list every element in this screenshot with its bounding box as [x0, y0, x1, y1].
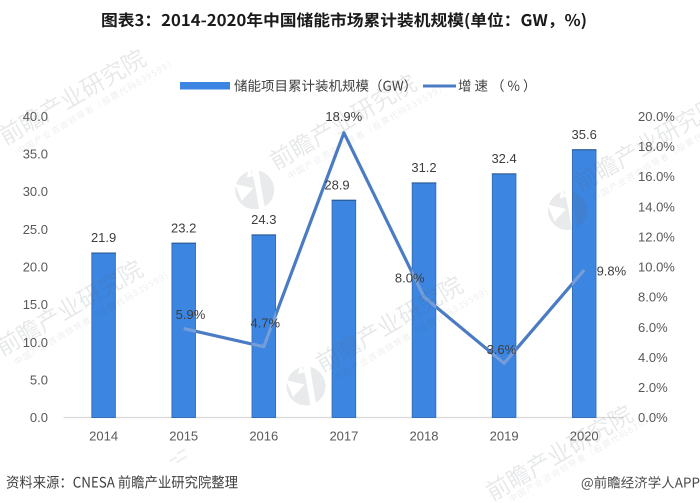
svg-text:2.0%: 2.0% — [638, 380, 668, 395]
svg-text:21.9: 21.9 — [91, 230, 116, 245]
svg-text:4.7%: 4.7% — [250, 315, 280, 330]
svg-text:5.0: 5.0 — [30, 373, 48, 388]
svg-text:2016: 2016 — [249, 429, 278, 444]
svg-text:12.0%: 12.0% — [638, 229, 675, 244]
svg-text:8.0%: 8.0% — [395, 270, 425, 285]
svg-text:20.0%: 20.0% — [638, 109, 675, 124]
svg-text:4.0%: 4.0% — [638, 350, 668, 365]
svg-text:20.0: 20.0 — [23, 260, 48, 275]
svg-text:8.0%: 8.0% — [638, 290, 668, 305]
svg-text:2018: 2018 — [410, 429, 439, 444]
svg-text:14.0%: 14.0% — [638, 199, 675, 214]
svg-text:31.2: 31.2 — [411, 160, 436, 175]
svg-text:32.4: 32.4 — [491, 151, 516, 166]
svg-text:24.3: 24.3 — [251, 212, 276, 227]
svg-text:35.6: 35.6 — [572, 127, 597, 142]
svg-text:10.0%: 10.0% — [638, 260, 675, 275]
svg-text:10.0: 10.0 — [23, 335, 48, 350]
svg-text:3.6%: 3.6% — [487, 342, 517, 357]
svg-text:9.8%: 9.8% — [597, 264, 627, 279]
svg-text:2017: 2017 — [329, 429, 358, 444]
svg-text:5.9%: 5.9% — [176, 307, 206, 322]
svg-text:18.9%: 18.9% — [325, 109, 362, 124]
svg-text:2014: 2014 — [89, 429, 118, 444]
svg-text:2019: 2019 — [490, 429, 519, 444]
svg-text:16.0%: 16.0% — [638, 169, 675, 184]
svg-text:28.9: 28.9 — [324, 178, 349, 193]
svg-text:25.0: 25.0 — [23, 222, 48, 237]
svg-text:23.2: 23.2 — [171, 220, 196, 235]
svg-text:2015: 2015 — [169, 429, 198, 444]
svg-text:30.0: 30.0 — [23, 184, 48, 199]
svg-text:6.0%: 6.0% — [638, 320, 668, 335]
svg-text:35.0: 35.0 — [23, 147, 48, 162]
svg-text:15.0: 15.0 — [23, 297, 48, 312]
svg-text:0.0%: 0.0% — [638, 410, 668, 425]
svg-text:18.0%: 18.0% — [638, 139, 675, 154]
svg-text:0.0: 0.0 — [30, 410, 48, 425]
